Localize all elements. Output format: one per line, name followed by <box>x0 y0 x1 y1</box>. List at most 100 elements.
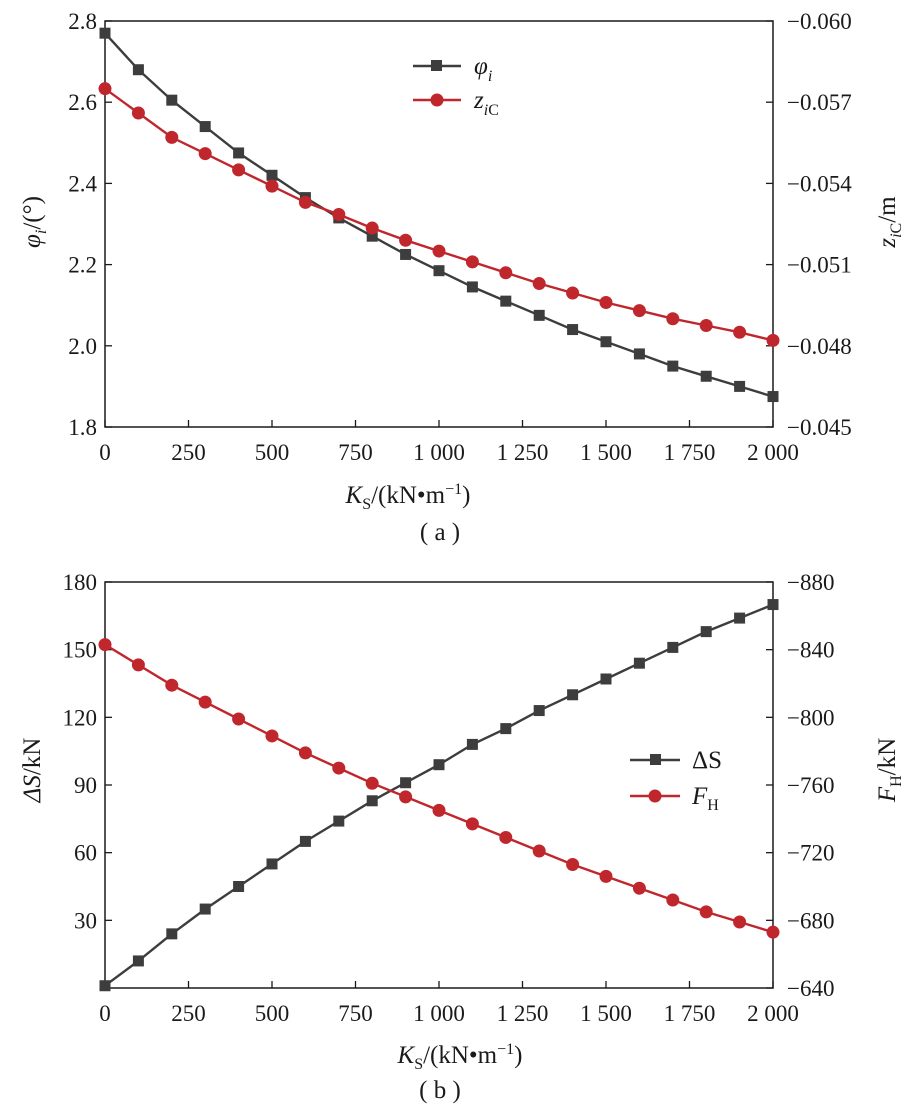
panel-b-caption: ( b ) <box>419 1077 461 1104</box>
panel-b-right-y-ticks: −640 −680 −720 −760 −800 −840 −880 <box>766 570 834 1001</box>
series-2-point <box>399 233 413 247</box>
series-1-point <box>533 705 545 717</box>
panel-b-legend: ΔS FH <box>630 747 722 814</box>
left-y-tick-label: 30 <box>74 908 97 933</box>
x-tick-label: 2 000 <box>747 440 799 465</box>
series-1-point <box>433 759 445 771</box>
right-y-tick-label: −0.051 <box>787 253 852 278</box>
legend-label-delta-s: ΔS <box>692 747 722 774</box>
series-1-point <box>433 265 445 277</box>
series-2-point <box>232 163 246 177</box>
legend-label-fh: FH <box>691 783 719 814</box>
series-2-point <box>599 295 613 309</box>
x-tick-label: 1 250 <box>497 1001 549 1026</box>
x-tick-label: 1 000 <box>413 1001 465 1026</box>
right-y-tick-label: −0.054 <box>787 171 852 196</box>
right-y-tick-label: −0.045 <box>787 415 852 440</box>
legend-entry-zic: ziC <box>413 87 499 119</box>
series-1-point <box>767 599 779 611</box>
panel-b-x-axis-label: KS/(kN•m−1) <box>397 1041 523 1073</box>
right-y-tick-label: −800 <box>787 705 834 730</box>
right-y-tick-label: −760 <box>787 773 834 798</box>
left-y-tick-label: 150 <box>63 638 98 663</box>
series-1-point <box>633 348 645 360</box>
series-2-point <box>499 830 513 844</box>
series-1-point <box>233 881 245 892</box>
series-2-point <box>499 266 513 280</box>
series-2-point <box>699 319 713 332</box>
series-2-point <box>666 893 680 907</box>
series-2-point <box>465 817 479 831</box>
x-tick-label: 1 250 <box>497 440 549 465</box>
series-1-point <box>567 324 579 336</box>
series-1-point <box>233 147 245 159</box>
series-2-point <box>399 790 413 804</box>
series-1-point <box>734 612 746 624</box>
series-2-point <box>733 325 747 339</box>
series-1-point <box>132 64 144 76</box>
series-1-point <box>500 723 512 735</box>
series-2-point <box>131 106 145 120</box>
series-2-point <box>365 776 379 790</box>
panel-b-series <box>98 599 780 992</box>
left-y-tick-label: 120 <box>63 705 98 730</box>
panel-b-x-ticks: 0 250 500 750 1 000 1 250 1 500 1 750 2 000 <box>99 981 799 1026</box>
series-2-point <box>198 147 212 161</box>
series-2-point <box>98 82 112 96</box>
series-2-point <box>766 925 780 939</box>
series-1-point <box>400 248 412 260</box>
series-2-line <box>104 643 774 934</box>
series-1-point <box>700 370 712 382</box>
left-y-tick-label: 90 <box>74 773 97 798</box>
right-y-tick-label: −840 <box>787 638 834 663</box>
series-1-point <box>99 27 111 39</box>
x-tick-label: 1 500 <box>580 1001 632 1026</box>
series-2-point <box>632 881 646 895</box>
series-2-point <box>98 638 112 652</box>
series-1-point <box>166 94 178 106</box>
series-1-point <box>266 858 278 870</box>
panel-b: 0 250 500 750 1 000 1 250 1 500 1 750 2 000 30 60… <box>19 570 905 1104</box>
series-1-point <box>734 380 746 392</box>
x-tick-label: 0 <box>99 1001 111 1026</box>
series-2-point <box>532 844 546 858</box>
series-1-point <box>333 815 345 827</box>
series-2-point <box>699 905 713 919</box>
series-1-point <box>667 360 679 372</box>
legend-circle-marker <box>648 789 662 803</box>
series-2-point <box>265 729 279 743</box>
left-y-tick-label: 2.6 <box>68 90 97 115</box>
legend-label-phi: φi <box>474 53 492 85</box>
series-2-point <box>232 712 246 726</box>
x-tick-label: 1 000 <box>413 440 465 465</box>
series-1-point <box>633 657 645 669</box>
series-1-point <box>767 391 779 403</box>
series-2-point <box>566 286 580 300</box>
series-2-point <box>198 695 212 709</box>
series-1-point <box>366 230 378 242</box>
panel-a-right-y-ticks: −0.045 −0.048 −0.051 −0.054 −0.057 −0.060 <box>766 9 852 440</box>
series-2-point <box>165 130 179 144</box>
left-y-tick-label: 2.0 <box>68 334 97 359</box>
series-2-point <box>298 746 312 760</box>
panel-a-caption: ( a ) <box>420 519 460 546</box>
series-2-point <box>265 179 279 193</box>
x-tick-label: 2 000 <box>747 1001 799 1026</box>
series-1-point <box>132 955 144 967</box>
panel-a-x-axis-label: KS/(kN•m−1) <box>345 481 471 513</box>
series-1-point <box>466 738 478 750</box>
legend-label-zic: ziC <box>473 87 499 119</box>
series-1-line <box>104 32 774 398</box>
series-2-point <box>733 915 747 929</box>
series-2-point <box>332 208 346 222</box>
legend-square-marker <box>650 754 661 765</box>
right-y-tick-label: −0.060 <box>787 9 852 34</box>
x-tick-label: 1 750 <box>664 440 716 465</box>
legend-entry-phi: φi <box>413 53 492 85</box>
series-1-point <box>266 169 278 181</box>
series-1-point <box>500 295 512 307</box>
series-2-point <box>332 761 346 775</box>
series-1-point <box>667 641 679 653</box>
panel-b-right-y-axis-label: FH/kN <box>874 738 905 803</box>
